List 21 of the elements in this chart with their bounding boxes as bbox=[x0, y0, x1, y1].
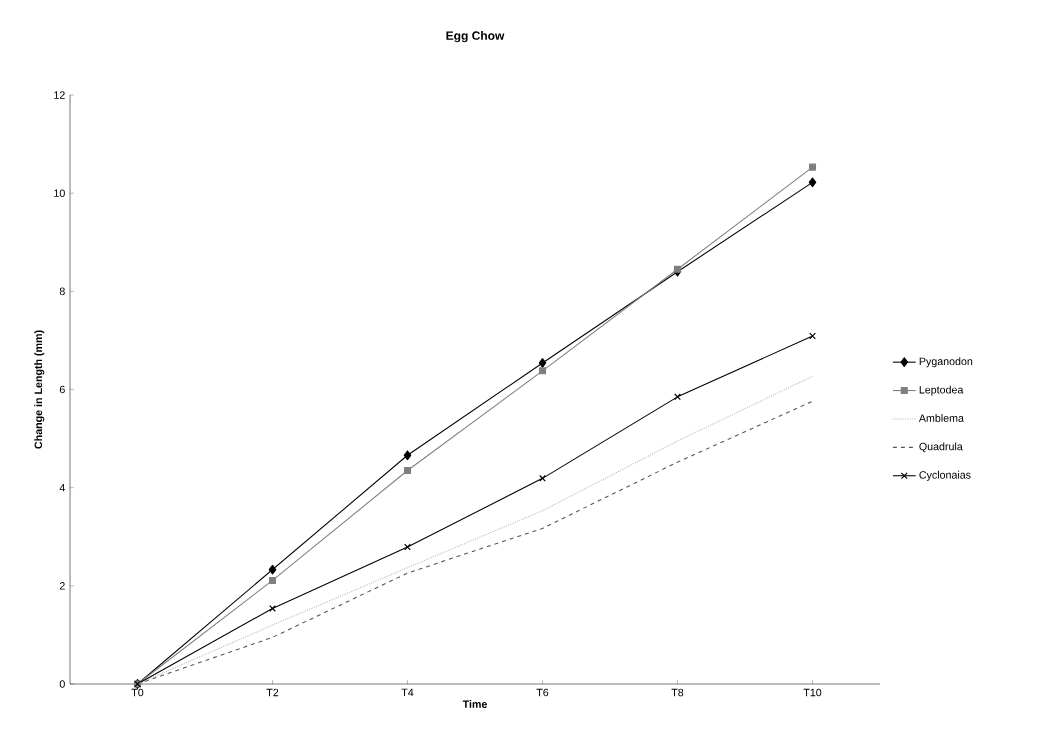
y-tick-label: 8 bbox=[59, 287, 65, 296]
x-tick-label: T2 bbox=[266, 688, 279, 697]
x-tick-label: T0 bbox=[131, 688, 144, 697]
x-tick-label: T4 bbox=[401, 688, 414, 697]
legend-label: Quadrula bbox=[919, 442, 963, 453]
x-tick-label: T8 bbox=[671, 688, 684, 697]
legend-label: Pyganodon bbox=[919, 357, 973, 368]
y-axis-title: Change in Length (mm) bbox=[34, 330, 45, 449]
y-tick-label: 6 bbox=[59, 385, 65, 394]
legend-label: Amblema bbox=[918, 414, 964, 422]
x-tick-label: T10 bbox=[803, 688, 822, 697]
legend-label: Cyclonaias bbox=[919, 470, 971, 481]
chart-title: Egg Chow bbox=[446, 31, 505, 43]
y-tick-label: 2 bbox=[59, 582, 65, 590]
legend-label: Leptodea bbox=[919, 385, 964, 396]
y-tick-label: 4 bbox=[59, 483, 65, 492]
y-tick-label: 10 bbox=[54, 189, 65, 197]
x-axis-title: Time bbox=[462, 700, 487, 708]
y-tick-label: 0 bbox=[59, 680, 65, 688]
y-tick-label: 12 bbox=[54, 91, 65, 99]
x-tick-label: T6 bbox=[536, 688, 549, 697]
